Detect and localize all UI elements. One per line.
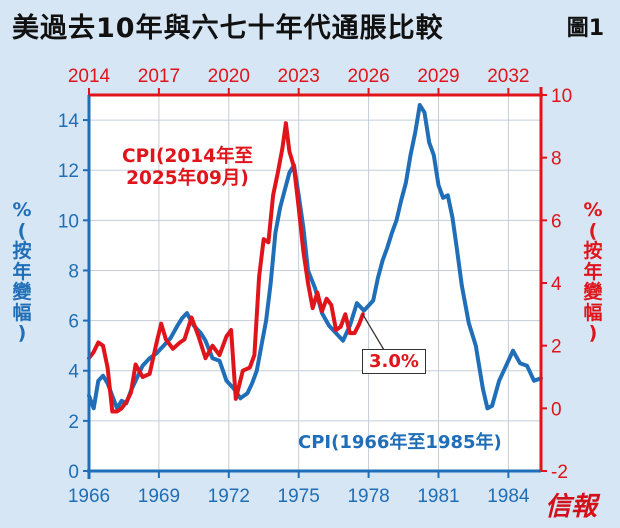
series-lines — [87, 103, 543, 414]
chart-title: 美過去10年與六七十年代通脹比較 — [12, 13, 444, 44]
axes — [83, 87, 547, 479]
callout-pointer — [362, 314, 385, 351]
right-tick-label: 10 — [551, 86, 572, 107]
series-line-2014-2025 — [87, 121, 365, 414]
red-series-label: CPI(2014年至 2025年09月) — [122, 146, 253, 190]
right-tick-label: -2 — [551, 462, 568, 483]
top-tick-label: 2032 — [487, 66, 529, 87]
top-tick-label: 2020 — [208, 66, 250, 87]
figure-label: 圖1 — [566, 16, 604, 41]
right-tick-label: 8 — [551, 149, 562, 170]
left-tick-label: 0 — [68, 462, 79, 483]
right-tick-label: 0 — [551, 399, 562, 420]
bottom-tick-label: 1975 — [278, 486, 320, 507]
bottom-tick-label: 1966 — [68, 486, 110, 507]
latest-value-callout: 3.0% — [362, 349, 426, 374]
top-tick-label: 2023 — [278, 66, 320, 87]
top-tick-label: 2029 — [417, 66, 459, 87]
top-tick-label: 2014 — [68, 66, 111, 87]
left-tick-label: 12 — [58, 161, 79, 182]
right-tick-label: 6 — [551, 211, 562, 232]
left-tick-label: 10 — [58, 211, 79, 232]
left-tick-label: 8 — [68, 261, 79, 282]
bottom-tick-label: 1978 — [347, 486, 389, 507]
right-axis-title: % ( 按 年 變 幅 ) — [583, 199, 603, 345]
brand-logo: 信報 — [545, 492, 598, 522]
left-tick-label: 6 — [68, 312, 79, 333]
series-line-1966-1985 — [87, 103, 543, 411]
bottom-tick-label: 1969 — [138, 486, 180, 507]
top-tick-label: 2026 — [347, 66, 389, 87]
top-tick-label: 2017 — [138, 66, 180, 87]
bottom-tick-label: 1984 — [487, 486, 530, 507]
left-tick-label: 2 — [68, 412, 79, 433]
left-axis-title: % ( 按 年 變 幅 ) — [12, 199, 32, 345]
left-tick-label: 14 — [58, 111, 80, 132]
bottom-tick-label: 1972 — [208, 486, 250, 507]
blue-series-label: CPI(1966年至1985年) — [298, 432, 502, 453]
left-tick-label: 4 — [68, 362, 79, 383]
right-tick-label: 4 — [551, 274, 562, 295]
tick-labels: 0 2 4 6 8 10 12 14 -2 0 2 4 6 8 10 1966 1969 1972 1975 1978… — [58, 66, 572, 507]
bottom-tick-label: 1981 — [417, 486, 459, 507]
right-tick-label: 2 — [551, 337, 562, 358]
